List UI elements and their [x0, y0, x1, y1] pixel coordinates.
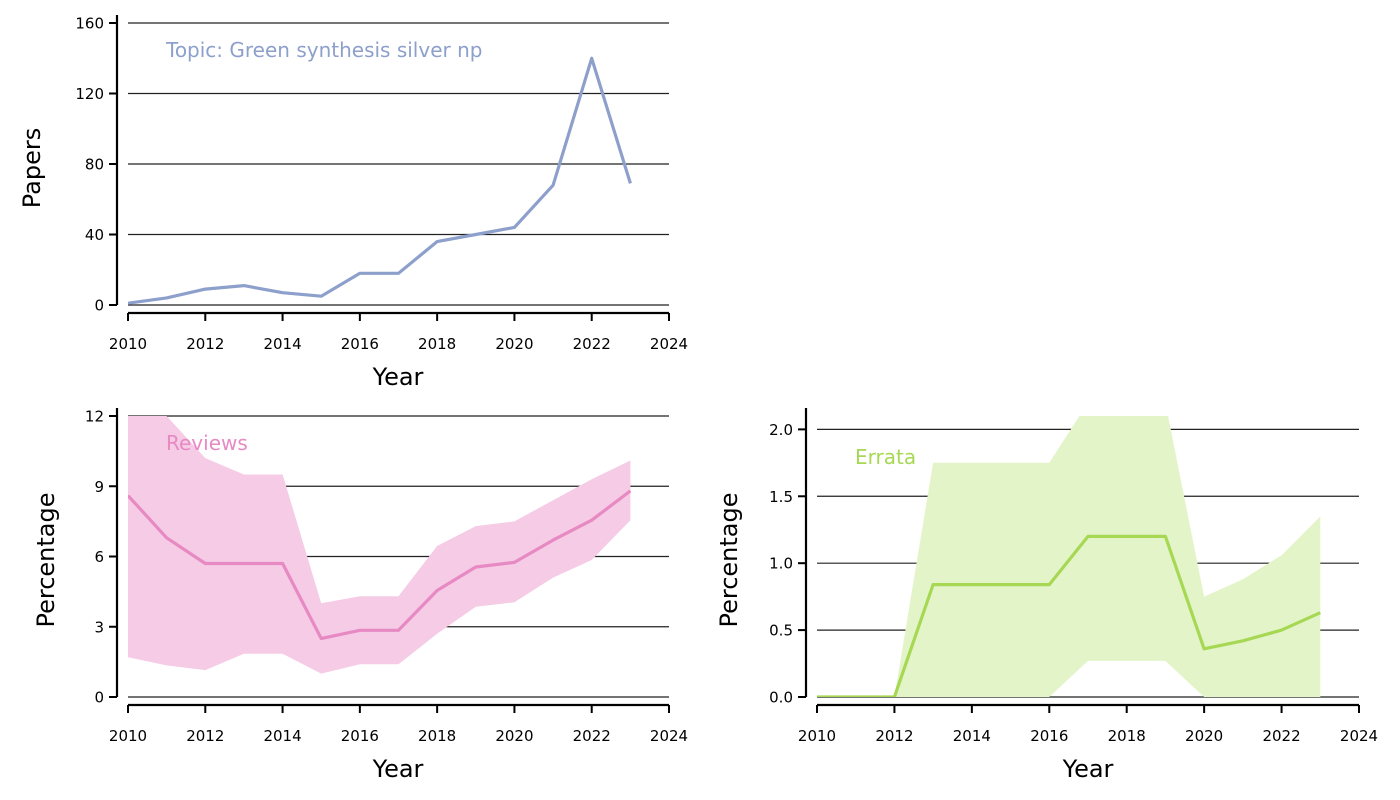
x-axis-label: Year: [372, 363, 424, 391]
gridlines: [128, 22, 669, 306]
x-tick-label: 2012: [875, 727, 913, 745]
x-tick-label: 2024: [1340, 727, 1378, 745]
x-tick-label: 2012: [186, 335, 224, 353]
y-tick-label: 0.5: [769, 622, 793, 640]
axes: 0 3 6 9 12 2010 2012 2014 2016 2018 2020 2022 2024: [85, 408, 688, 746]
x-tick-label: 2024: [650, 335, 688, 353]
x-tick-label: 2024: [650, 727, 688, 745]
y-tick-label: 3: [94, 618, 104, 636]
series-line: [128, 56, 632, 305]
y-tick-label: 160: [75, 15, 104, 33]
x-tick-label: 2022: [573, 727, 611, 745]
annotation-label: Topic: Green synthesis silver np: [165, 38, 482, 62]
x-tick-label: 2014: [263, 335, 301, 353]
x-axis-label: Year: [372, 755, 424, 783]
axes: 0.0 0.5 1.0 1.5 2.0 2010 2012 2014 2016 2018 2020 2…: [769, 408, 1378, 745]
y-tick-label: 2.0: [769, 421, 793, 439]
y-tick-label: 0: [94, 297, 104, 315]
y-tick-label: 1.0: [769, 555, 793, 573]
x-tick-label: 2018: [418, 727, 456, 745]
series-line: [128, 489, 632, 641]
y-tick-label: 12: [85, 408, 104, 426]
y-axis-label: Percentage: [32, 492, 60, 627]
x-tick-label: 2016: [341, 335, 379, 353]
x-tick-label: 2020: [1185, 727, 1223, 745]
annotation-label: Errata: [855, 445, 916, 469]
y-tick-label: 0.0: [769, 689, 793, 707]
x-tick-label: 2018: [1108, 727, 1146, 745]
x-tick-label: 2012: [186, 727, 224, 745]
papers-chart: 0 40 80 120 160 2010 2012 2014 2016 2018 2020 2022 2…: [18, 15, 688, 392]
x-tick-label: 2014: [263, 727, 301, 745]
x-tick-label: 2010: [798, 727, 836, 745]
axes: 0 40 80 120 160 2010 2012 2014 2016 2018 2020 2022 2…: [75, 15, 688, 354]
y-tick-label: 40: [85, 226, 104, 244]
x-axis-label: Year: [1062, 755, 1114, 783]
x-tick-label: 2010: [109, 335, 147, 353]
x-tick-label: 2018: [418, 335, 456, 353]
x-tick-label: 2022: [573, 335, 611, 353]
x-tick-label: 2014: [953, 727, 991, 745]
x-tick-label: 2020: [495, 335, 533, 353]
data-marks: [817, 416, 1321, 697]
y-tick-label: 9: [94, 478, 104, 496]
x-tick-label: 2010: [109, 727, 147, 745]
annotation-label: Reviews: [166, 431, 248, 455]
y-tick-label: 0: [94, 689, 104, 707]
confidence-band: [817, 416, 1321, 697]
y-tick-label: 6: [94, 548, 104, 566]
y-axis-label: Papers: [18, 128, 46, 208]
y-tick-label: 80: [85, 156, 104, 174]
y-tick-label: 120: [75, 85, 104, 103]
x-tick-label: 2020: [495, 727, 533, 745]
reviews-chart: 0 3 6 9 12 2010 2012 2014 2016 2018 2020 2022 2024 R…: [32, 408, 688, 784]
confidence-band: [128, 416, 631, 674]
x-tick-label: 2022: [1262, 727, 1300, 745]
x-tick-label: 2016: [1030, 727, 1068, 745]
y-axis-label: Percentage: [715, 492, 743, 627]
data-marks: [128, 416, 632, 674]
errata-chart: 0.0 0.5 1.0 1.5 2.0 2010 2012 2014 2016 2018 2020 2…: [715, 408, 1378, 783]
x-tick-label: 2016: [341, 727, 379, 745]
y-tick-label: 1.5: [769, 488, 793, 506]
series-line: [817, 534, 1321, 697]
data-marks: [128, 56, 632, 305]
